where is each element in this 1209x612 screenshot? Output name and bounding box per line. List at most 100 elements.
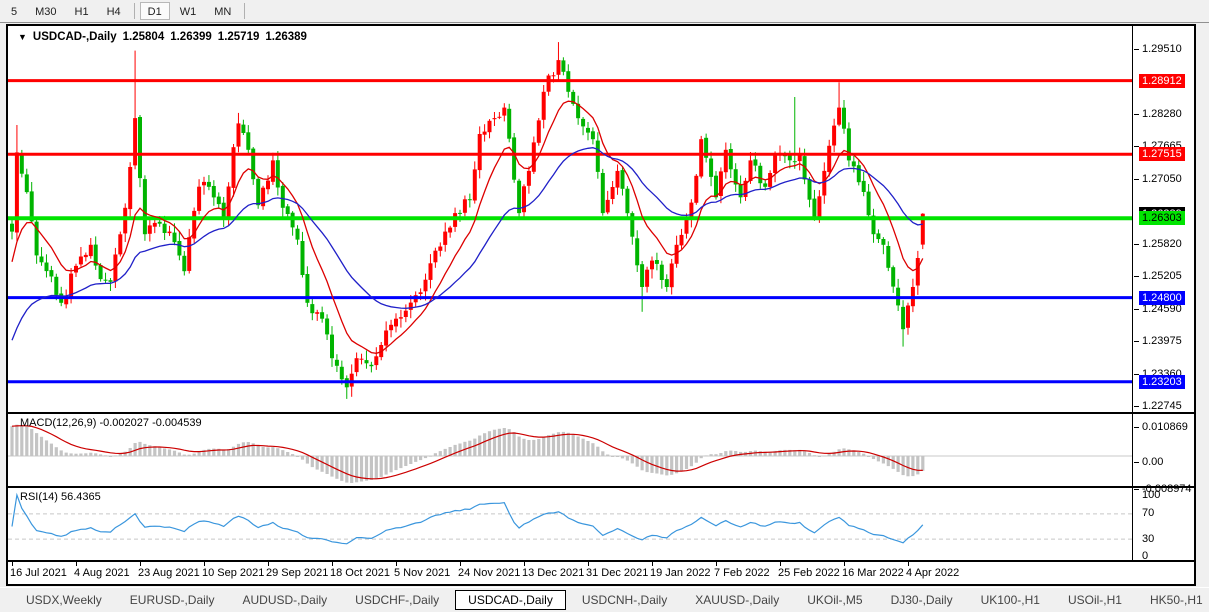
timeframe-button-h4[interactable]: H4 bbox=[106, 6, 121, 18]
macd-signal-line bbox=[11, 425, 923, 480]
ma-fast-line bbox=[11, 100, 924, 354]
price-tick-label: 1.22745 bbox=[1142, 400, 1182, 412]
symbol-tab-xauusd-daily[interactable]: XAUUSD-,Daily bbox=[695, 593, 780, 607]
date-tick-mark bbox=[268, 562, 269, 566]
symbol-tab-usdcnh-daily[interactable]: USDCNH-,Daily bbox=[581, 593, 668, 607]
macd-pane bbox=[8, 424, 1132, 483]
ohlc-high: 1.26399 bbox=[170, 31, 212, 43]
symbol-tab-uk100-h1[interactable]: UK100-,H1 bbox=[980, 593, 1040, 607]
axis-tick-mark bbox=[1134, 179, 1139, 180]
date-label: 23 Aug 2021 bbox=[138, 567, 200, 579]
rsi-line bbox=[11, 492, 924, 545]
rsi-pane bbox=[8, 492, 1132, 545]
date-label: 7 Feb 2022 bbox=[714, 567, 770, 579]
date-label: 5 Nov 2021 bbox=[394, 567, 451, 579]
date-label: 31 Dec 2021 bbox=[586, 567, 649, 579]
macd-axis-label: -0.008974 bbox=[1142, 483, 1192, 495]
macd-axis-label: 0.010869 bbox=[1142, 421, 1188, 433]
date-label: 4 Aug 2021 bbox=[74, 567, 130, 579]
candles bbox=[10, 42, 925, 399]
date-label: 25 Feb 2022 bbox=[778, 567, 840, 579]
price-axis-separator bbox=[1132, 26, 1133, 560]
macd-histogram bbox=[10, 424, 925, 483]
chart-window: ▼ USDCAD-,Daily 1.25804 1.26399 1.25719 1.263… bbox=[6, 24, 1196, 586]
timeframe-button-5[interactable]: 5 bbox=[11, 6, 18, 18]
ohlc-close: 1.26389 bbox=[265, 31, 307, 43]
axis-tick-mark bbox=[1134, 49, 1139, 50]
ohlc-open: 1.25804 bbox=[122, 31, 165, 43]
price-tick-label: 1.25205 bbox=[1142, 270, 1182, 282]
date-label: 19 Jan 2022 bbox=[650, 567, 711, 579]
symbol-tab-audusd-daily[interactable]: AUDUSD-,Daily bbox=[242, 593, 328, 607]
date-tick-mark bbox=[12, 562, 13, 566]
pane-splitter[interactable] bbox=[8, 560, 1194, 562]
pane-splitter[interactable] bbox=[8, 412, 1194, 414]
price-tick-label: 1.27050 bbox=[1142, 173, 1182, 185]
date-label: 16 Jul 2021 bbox=[10, 567, 67, 579]
level-price-label: 1.26303 bbox=[1139, 211, 1185, 225]
chart-title: ▼ USDCAD-,Daily 1.25804 1.26399 1.25719 1.263… bbox=[18, 31, 313, 43]
timeframe-button-m30[interactable]: M30 bbox=[35, 6, 57, 18]
timeframe-button-d1[interactable]: D1 bbox=[139, 2, 170, 20]
timeframe-button-h1[interactable]: H1 bbox=[74, 6, 89, 18]
chart-area: ▼ USDCAD-,Daily 1.25804 1.26399 1.25719 1.263… bbox=[8, 26, 1194, 584]
axis-tick-mark bbox=[1134, 406, 1139, 407]
axis-tick-mark bbox=[1134, 146, 1139, 147]
level-price-label: 1.27515 bbox=[1139, 147, 1185, 161]
macd-label: MACD(12,26,9) -0.002027 -0.004539 bbox=[20, 417, 202, 429]
symbol-tab-usdx-weekly[interactable]: USDX,Weekly bbox=[26, 593, 102, 607]
price-tick-label: 1.24590 bbox=[1142, 303, 1182, 315]
axis-tick-mark bbox=[1134, 374, 1139, 375]
axis-tick-mark bbox=[1134, 489, 1139, 490]
axis-tick-mark bbox=[1134, 309, 1139, 310]
macd-axis-label: 0.00 bbox=[1142, 456, 1164, 468]
date-tick-mark bbox=[332, 562, 333, 566]
date-label: 4 Apr 2022 bbox=[906, 567, 960, 579]
level-price-label: 1.24800 bbox=[1139, 291, 1185, 305]
price-tick-label: 1.28280 bbox=[1142, 108, 1182, 120]
date-tick-mark bbox=[204, 562, 205, 566]
date-tick-mark bbox=[460, 562, 461, 566]
axis-tick-mark bbox=[1134, 244, 1139, 245]
symbol-tab-usoil-h1[interactable]: USOil-,H1 bbox=[1067, 593, 1122, 607]
date-tick-mark bbox=[716, 562, 717, 566]
date-label: 18 Oct 2021 bbox=[330, 567, 390, 579]
axis-tick-mark bbox=[1134, 462, 1139, 463]
date-tick-mark bbox=[908, 562, 909, 566]
timeframe-button-mn[interactable]: MN bbox=[214, 6, 232, 18]
price-tick-label: 1.29510 bbox=[1142, 43, 1182, 55]
axis-tick-mark bbox=[1134, 427, 1139, 428]
date-tick-mark bbox=[652, 562, 653, 566]
chart-symbol-dropdown-icon[interactable]: ▼ bbox=[18, 32, 27, 42]
date-tick-mark bbox=[396, 562, 397, 566]
toolbar-separator bbox=[133, 3, 135, 19]
symbol-tab-hk50-h1[interactable]: HK50-,H1 bbox=[1149, 593, 1203, 607]
symbol-tabbar: USDX,Weekly EURUSD-,Daily AUDUSD-,Daily USD… bbox=[0, 587, 1209, 612]
price-tick-label: 1.23975 bbox=[1142, 335, 1182, 347]
date-tick-mark bbox=[524, 562, 525, 566]
ohlc-low: 1.25719 bbox=[217, 31, 260, 43]
rsi-axis-label: 30 bbox=[1142, 533, 1155, 545]
axis-tick-mark bbox=[1134, 276, 1139, 277]
axis-tick-mark bbox=[1134, 341, 1139, 342]
date-axis[interactable]: 16 Jul 2021 4 Aug 2021 23 Aug 2021 10 Sep 2… bbox=[8, 562, 1194, 584]
symbol-tab-eurusd-daily[interactable]: EURUSD-,Daily bbox=[129, 593, 215, 607]
axis-tick-mark bbox=[1134, 114, 1139, 115]
toolbar-separator bbox=[244, 3, 246, 19]
pane-splitter[interactable] bbox=[8, 486, 1194, 488]
timeframe-toolbar: 5 M30 H1 H4 D1 W1 MN bbox=[0, 0, 1209, 23]
symbol-tab-usdcad-daily[interactable]: USDCAD-,Daily bbox=[455, 590, 566, 610]
symbol-tab-ukoil-m5[interactable]: UKOil-,M5 bbox=[807, 593, 863, 607]
date-label: 16 Mar 2022 bbox=[842, 567, 904, 579]
timeframe-button-w1[interactable]: W1 bbox=[179, 6, 197, 18]
date-tick-mark bbox=[844, 562, 845, 566]
rsi-label: RSI(14) 56.4365 bbox=[20, 491, 101, 503]
date-label: 29 Sep 2021 bbox=[266, 567, 329, 579]
level-price-label: 1.23203 bbox=[1139, 375, 1185, 389]
date-label: 24 Nov 2021 bbox=[458, 567, 521, 579]
date-tick-mark bbox=[780, 562, 781, 566]
date-tick-mark bbox=[140, 562, 141, 566]
price-chart-pane bbox=[8, 42, 1132, 399]
symbol-tab-dj30-daily[interactable]: DJ30-,Daily bbox=[890, 593, 953, 607]
symbol-tab-usdchf-daily[interactable]: USDCHF-,Daily bbox=[355, 593, 440, 607]
